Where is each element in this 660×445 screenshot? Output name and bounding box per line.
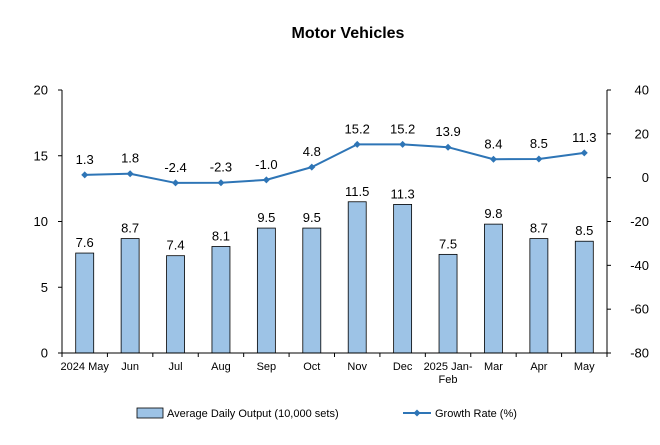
- line-value-label: -1.0: [255, 157, 277, 172]
- y-left-tick-label: 10: [34, 214, 48, 229]
- line-value-label: 11.3: [572, 130, 596, 145]
- bar-value-label: 11.5: [345, 184, 369, 199]
- bar: [75, 252, 95, 354]
- y-left-tick-label: 5: [41, 280, 48, 295]
- line-series: [81, 140, 588, 187]
- bar-series: [75, 201, 594, 354]
- growth-rate-point: [580, 149, 588, 157]
- bar-value-label: 9.8: [484, 206, 502, 221]
- bar: [529, 238, 549, 354]
- bar: [302, 227, 322, 354]
- x-tick-label: Jun: [121, 361, 139, 373]
- line-value-label: 1.8: [121, 151, 139, 166]
- bar-value-label: 9.5: [303, 210, 321, 225]
- bar: [256, 227, 276, 354]
- axes: 0 5 10 15 20 -80 -60 -40 -20 0 20 40 2024 May Jun Jul A…: [34, 83, 649, 387]
- x-tick-label: Aug: [211, 361, 231, 373]
- y-right-tick-label: 20: [635, 126, 649, 141]
- bar-value-label: 9.5: [257, 210, 275, 225]
- growth-rate-point: [535, 155, 543, 163]
- bar: [393, 204, 413, 354]
- y-left-tick-label: 15: [34, 148, 48, 163]
- line-value-label: 15.2: [390, 121, 415, 136]
- y-right-tick-label: -60: [630, 302, 649, 317]
- bar-value-label: 8.1: [212, 228, 230, 243]
- line-value-label: 4.8: [303, 144, 321, 159]
- line-value-label: 13.9: [435, 124, 460, 139]
- bar: [166, 255, 185, 354]
- legend-swatch-marker: [413, 409, 421, 417]
- growth-rate-line: [84, 143, 585, 184]
- legend-label-line: Growth Rate (%): [435, 408, 517, 420]
- line-value-label: 8.4: [484, 136, 502, 151]
- bar-value-label: 8.5: [575, 223, 593, 238]
- bar-value-label: 8.7: [121, 221, 139, 236]
- x-tick-label: Oct: [303, 361, 320, 373]
- growth-rate-point: [172, 179, 180, 187]
- bar: [438, 253, 458, 354]
- y-right-tick-label: 0: [642, 170, 649, 185]
- line-value-label: -2.4: [164, 160, 186, 175]
- growth-rate-point: [217, 179, 225, 187]
- growth-rate-point: [444, 143, 452, 151]
- x-tick-label: 2024 May: [61, 361, 110, 373]
- growth-rate-point: [353, 140, 361, 148]
- bar-value-label: 7.4: [167, 238, 185, 253]
- bar: [484, 223, 503, 354]
- y-right-tick-label: -40: [630, 258, 649, 273]
- x-tick-label: Apr: [530, 361, 547, 373]
- x-tick-label: Feb: [439, 374, 458, 386]
- y-left-tick-label: 0: [41, 346, 48, 361]
- legend-label-bar: Average Daily Output (10,000 sets): [167, 408, 339, 420]
- line-value-label: 8.5: [530, 136, 548, 151]
- growth-rate-point: [126, 170, 134, 178]
- growth-rate-point: [81, 171, 89, 179]
- bar: [211, 246, 231, 354]
- bar-value-label: 11.3: [390, 186, 414, 201]
- chart-title: Motor Vehicles: [292, 25, 405, 42]
- x-tick-label: Dec: [393, 361, 413, 373]
- y-left-tick-label: 20: [34, 83, 48, 98]
- y-right-tick-label: 40: [635, 83, 649, 98]
- growth-rate-point: [308, 163, 316, 171]
- legend: Average Daily Output (10,000 sets) Growt…: [136, 407, 517, 420]
- y-right-tick-label: -80: [630, 346, 649, 361]
- legend-swatch-bar: [136, 407, 164, 419]
- data-labels: 7.6 8.7 7.4 8.1 9.5 9.5 11.5 11.3 7.5 9.8 8.7 8.5 1.…: [76, 121, 597, 252]
- bar: [574, 240, 594, 354]
- bar-value-label: 8.7: [530, 221, 548, 236]
- x-tick-label: Sep: [257, 361, 277, 373]
- bar-value-label: 7.6: [76, 235, 94, 250]
- x-tick-label: 2025 Jan-: [424, 361, 473, 373]
- x-tick-label: Nov: [347, 361, 367, 373]
- line-value-label: 15.2: [345, 121, 370, 136]
- growth-rate-point: [262, 176, 270, 184]
- x-tick-label: Jul: [169, 361, 183, 373]
- line-value-label: 1.3: [76, 152, 94, 167]
- x-tick-label: Mar: [484, 361, 503, 373]
- y-right-tick-label: -20: [630, 214, 649, 229]
- line-value-label: -2.3: [210, 160, 232, 175]
- growth-rate-point: [489, 155, 497, 163]
- bar-value-label: 7.5: [439, 236, 457, 251]
- bar: [347, 201, 367, 354]
- bar: [120, 238, 140, 354]
- x-tick-label: May: [574, 361, 595, 373]
- growth-rate-point: [399, 140, 407, 148]
